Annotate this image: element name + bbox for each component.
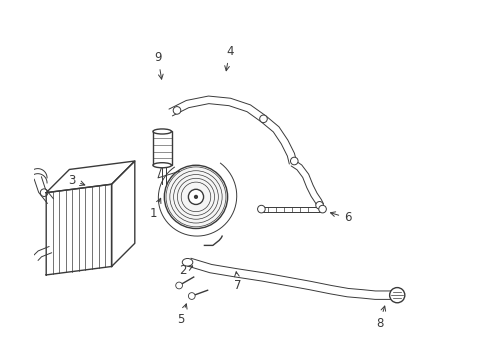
Circle shape	[389, 288, 404, 303]
Circle shape	[188, 189, 203, 204]
Text: 4: 4	[224, 45, 233, 71]
Text: 1: 1	[150, 198, 161, 220]
Circle shape	[164, 165, 227, 229]
Text: 8: 8	[375, 306, 385, 330]
Text: 5: 5	[177, 304, 187, 326]
Circle shape	[259, 115, 267, 123]
Circle shape	[318, 205, 325, 213]
Circle shape	[193, 195, 198, 199]
Circle shape	[290, 157, 298, 165]
Circle shape	[175, 282, 182, 289]
Circle shape	[173, 107, 181, 114]
Circle shape	[257, 205, 264, 213]
Text: 6: 6	[330, 211, 351, 225]
Ellipse shape	[153, 129, 171, 134]
Bar	[153, 131, 171, 165]
Circle shape	[188, 293, 195, 300]
Text: 7: 7	[234, 272, 242, 292]
Text: 2: 2	[179, 264, 192, 277]
Ellipse shape	[153, 163, 171, 168]
Text: 3: 3	[68, 174, 84, 186]
Ellipse shape	[182, 258, 192, 266]
Circle shape	[315, 202, 323, 209]
Text: 9: 9	[154, 51, 163, 79]
